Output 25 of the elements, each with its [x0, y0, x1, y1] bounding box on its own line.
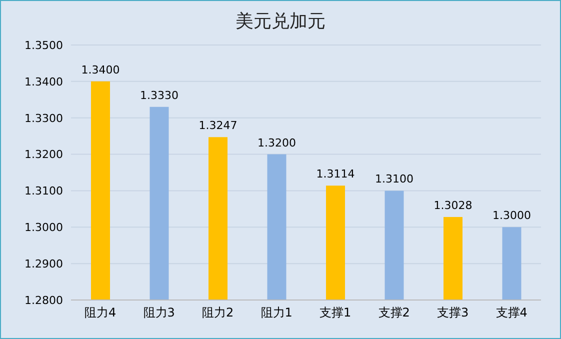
x-tick-label: 阻力4 — [84, 306, 116, 320]
x-tick-label: 支撑4 — [496, 306, 528, 320]
data-label: 1.3247 — [198, 119, 238, 132]
x-tick-label: 支撑3 — [437, 306, 469, 320]
y-tick-label: 1.3300 — [24, 112, 63, 125]
y-tick-label: 1.3200 — [24, 148, 63, 162]
y-tick-label: 1.3400 — [24, 75, 63, 88]
x-tick-label: 支撑1 — [320, 306, 352, 320]
y-tick-label: 1.3500 — [24, 38, 63, 52]
y-tick-label: 1.3000 — [24, 221, 63, 234]
x-tick-label: 支撑2 — [378, 306, 410, 320]
data-label: 1.3114 — [316, 168, 355, 181]
data-label: 1.3000 — [492, 209, 531, 222]
y-tick-label: 1.2900 — [24, 257, 63, 270]
y-tick-label: 1.2800 — [24, 294, 63, 307]
y-tick-label: 1.3100 — [24, 184, 63, 198]
data-label: 1.3330 — [140, 88, 178, 102]
data-label: 1.3100 — [375, 172, 414, 186]
data-label: 1.3028 — [434, 198, 472, 212]
data-label: 1.3400 — [81, 63, 120, 76]
x-tick-label: 阻力2 — [202, 306, 234, 320]
x-tick-label: 阻力1 — [260, 306, 292, 320]
chart-title: 美元兑加元 — [234, 10, 326, 34]
data-label: 1.3200 — [258, 136, 296, 150]
x-tick-label: 阻力3 — [143, 306, 175, 320]
